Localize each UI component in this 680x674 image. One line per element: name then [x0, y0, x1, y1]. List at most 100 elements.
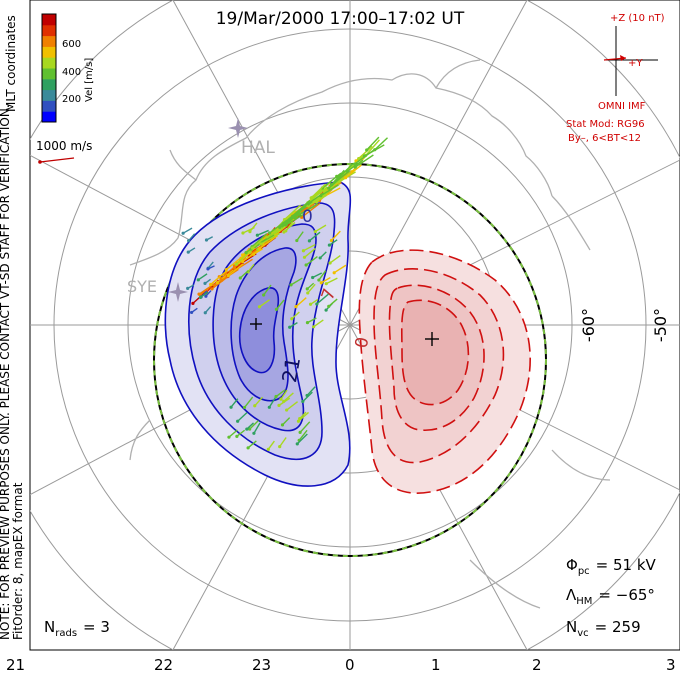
velocity-vector: [307, 283, 316, 294]
velocity-vector: [292, 199, 311, 217]
velocity-vector: [275, 389, 286, 398]
velocity-vector-origin: [248, 229, 252, 234]
velocity-vector: [263, 284, 272, 296]
velocity-vector: [330, 230, 341, 241]
velocity-vector-origin: [295, 442, 299, 446]
velocity-vector-origin: [302, 255, 307, 259]
velocity-vector: [290, 277, 303, 286]
velocity-vector: [313, 319, 324, 328]
velocity-vector-origin: [289, 283, 293, 287]
velocity-vector: [243, 396, 254, 408]
velocity-vector: [278, 397, 291, 406]
velocity-vector: [320, 276, 331, 284]
velocity-vector-origin: [220, 278, 224, 282]
imf-source: OMNI IMF: [598, 101, 646, 112]
mlt-label: 0: [345, 656, 355, 674]
velocity-vector: [247, 263, 255, 273]
velocity-vector-origin: [309, 196, 313, 200]
velocity-vector: [316, 293, 329, 305]
velocity-vector: [259, 299, 270, 308]
contour-label: 0: [352, 336, 374, 350]
hal-station-marker: [228, 118, 248, 138]
velocity-vector-origin: [236, 419, 240, 423]
velocity-vector: [325, 277, 338, 285]
velocity-vector: [291, 311, 300, 320]
velocity-vector: [308, 231, 321, 242]
velocity-vector-origin: [257, 305, 262, 309]
velocity-vector-origin: [238, 276, 242, 280]
velocity-vector: [285, 221, 294, 232]
velocity-vector: [320, 184, 339, 197]
velocity-vector-origin: [294, 305, 298, 309]
velocity-vector: [345, 164, 362, 179]
stats-panel: Φpc = 51 kV ΛHM = −65° Nvc = 259 Nrads = 3: [44, 556, 657, 639]
velocity-vector-origin: [278, 225, 282, 229]
velocity-vector-origin: [252, 431, 256, 435]
velocity-vector-origin: [206, 267, 210, 271]
velocity-vector: [286, 401, 299, 411]
velocity-vector: [210, 270, 228, 285]
mlt-label: 1: [431, 656, 441, 674]
colorbar-segment: [42, 111, 56, 123]
velocity-vector: [249, 222, 258, 233]
velocity-vector: [275, 299, 285, 310]
velocity-vector-origin: [301, 399, 305, 404]
velocity-vector: [329, 255, 341, 264]
velocity-vector-origin: [311, 275, 315, 280]
colorbar-segment: [42, 100, 56, 112]
velocity-vector: [260, 232, 280, 245]
velocity-vector: [295, 297, 307, 308]
velocity-vector: [281, 417, 291, 426]
velocity-vector-origin: [316, 197, 321, 201]
velocity-vector: [235, 248, 253, 265]
positive-cell: [358, 249, 531, 494]
velocity-vector-origin: [362, 154, 367, 158]
velocity-vectors: [181, 136, 388, 451]
antarctica-coastline: [129, 59, 611, 609]
velocity-vector-origin: [227, 435, 231, 439]
velocity-vector-origin: [259, 242, 263, 246]
nvc-subscript: vc: [577, 628, 588, 639]
colorbar-tick: 400: [62, 67, 81, 78]
velocity-vector-origin: [232, 266, 237, 270]
velocity-vector-origin: [296, 419, 301, 423]
velocity-vector-origin: [305, 321, 310, 325]
velocity-vector: [306, 386, 316, 396]
velocity-vector-origin: [241, 231, 245, 235]
velocity-vector-origin: [187, 239, 191, 243]
velocity-vector: [269, 219, 288, 234]
velocity-vector-origin: [285, 408, 289, 412]
velocity-vector-origin: [280, 423, 285, 427]
velocity-vector: [297, 411, 310, 422]
velocity-vector: [303, 243, 316, 252]
station-name-hal: HAL: [241, 138, 275, 158]
mlt-label: 2: [532, 656, 542, 674]
velocity-vector: [283, 392, 294, 402]
colorbar-segment: [42, 78, 56, 91]
velocity-vector: [284, 204, 302, 221]
svg-text:ΛHM= −65°: ΛHM = −65°: [566, 586, 655, 607]
velocity-vector-origin: [226, 274, 230, 278]
sye-station-marker: [168, 282, 188, 302]
mlt-label: 23: [252, 656, 271, 674]
velocity-vector-origin: [301, 249, 306, 253]
velocity-vector-origin: [327, 186, 331, 190]
velocity-vector: [279, 437, 287, 448]
velocity-vector-origin: [314, 200, 319, 204]
mlt-coordinates-label: MLT coordinates: [4, 15, 18, 112]
velocity-vector: [318, 270, 327, 281]
velocity-vector-origin: [234, 262, 239, 266]
velocity-vector-origin: [215, 281, 220, 285]
velocity-colorbar: 600 400 200 Vel [m/s]: [41, 13, 95, 123]
velocity-vector: [249, 420, 259, 430]
velocity-vector: [299, 421, 311, 433]
colorbar-segment: [42, 46, 56, 58]
velocity-vector-origin: [344, 176, 348, 180]
velocity-vector: [227, 263, 244, 277]
velocity-vector: [268, 396, 277, 408]
velocity-vector-origin: [266, 447, 270, 451]
velocity-vector: [333, 264, 347, 274]
plot-title: 19/Mar/2000 17:00–17:02 UT: [216, 9, 465, 29]
velocity-vector-origin: [330, 182, 334, 186]
velocity-vector-origin: [253, 404, 257, 408]
